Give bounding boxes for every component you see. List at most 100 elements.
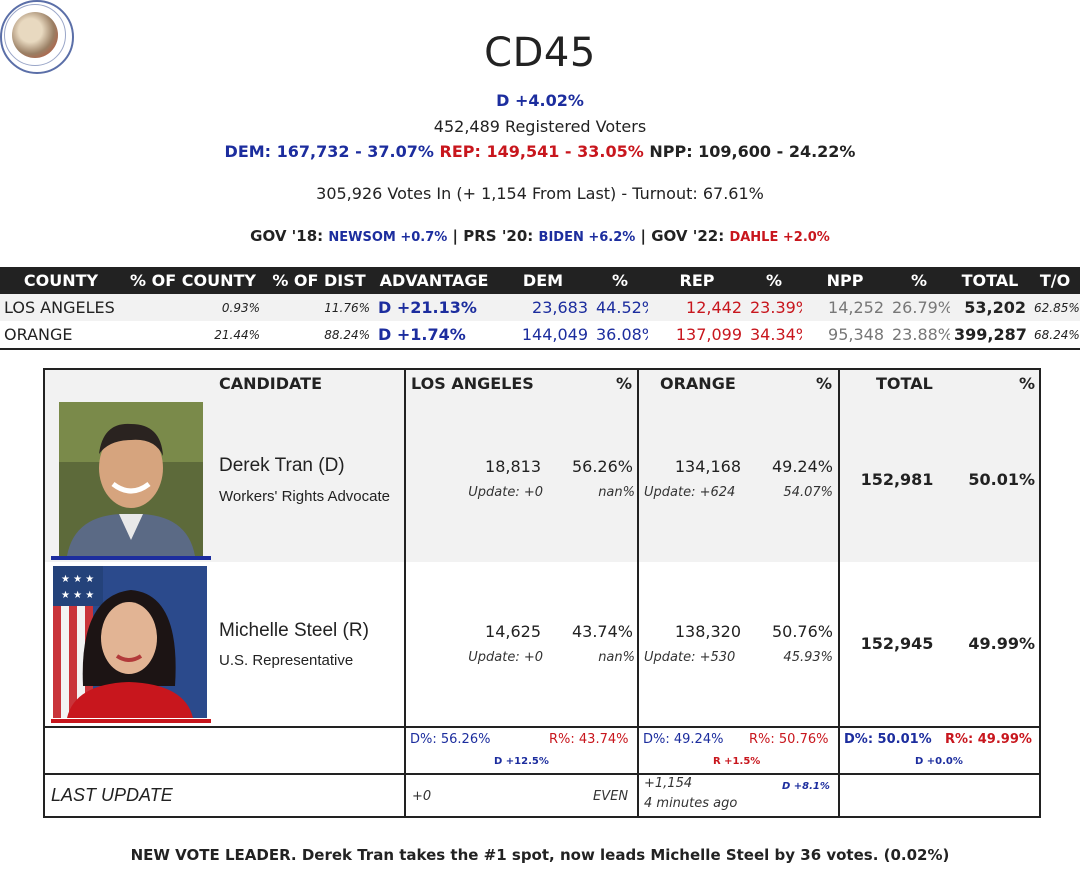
gov18-value: NEWSOM +0.7% [328,230,448,245]
column-header: % [746,267,802,294]
party-seal-logo [0,0,74,74]
total-pct: 50.01% [968,470,1035,489]
table-row: ORANGE 21.44% 88.24% D +1.74% 144,049 36… [0,321,1080,350]
grid-line [45,773,1039,775]
total-votes: 152,945 [860,634,934,653]
la-update: Update: +0 [468,485,543,500]
column-header: ADVANTAGE [374,267,494,294]
prs20-label: | PRS '20: [452,227,534,245]
orange-votes: 134,168 [674,457,741,476]
turnout: 62.85% [1030,294,1080,321]
total-pct: 49.99% [968,634,1035,653]
orange-pct: 50.76% [771,622,833,641]
table-row: LOS ANGELES 0.93% 11.76% D +21.13% 23,68… [0,294,1080,321]
rep-registration: REP: 149,541 - 33.05% [439,142,644,161]
la-votes: 14,625 [485,622,541,641]
column-header: TOTAL [950,267,1030,294]
district-advantage: D +4.02% [496,91,584,110]
dem-pct: 44.52% [592,294,648,321]
orange-votes: 138,320 [674,622,741,641]
dem-votes: 144,049 [494,321,592,350]
party-registration: DEM: 167,732 - 37.07% REP: 149,541 - 33.… [0,142,1080,161]
county-name: LOS ANGELES [0,294,122,321]
header-la: LOS ANGELES [411,374,534,393]
registered-voters: 452,489 Registered Voters [433,117,647,136]
orange-update-pct: 45.93% [783,650,833,665]
pct-of-county: 0.93% [122,294,264,321]
npp-votes: 95,348 [802,321,888,350]
past-results: GOV '18: NEWSOM +0.7% | PRS '20: BIDEN +… [0,227,1080,245]
la-margin: D +12.5% [494,756,549,767]
la-votes: 18,813 [485,457,541,476]
orange-update-pct: 54.07% [783,485,833,500]
rep-pct: 34.34% [746,321,802,350]
orange-rep-pct: R%: 50.76% [749,732,829,747]
row-shade [45,370,1039,562]
last-update-la-status: EVEN [593,789,629,804]
la-dem-pct: D%: 56.26% [410,732,491,747]
county-advantage: D +21.13% [374,294,494,321]
orange-margin: R +1.5% [713,756,761,767]
orange-pct: 49.24% [771,457,833,476]
column-header: % OF DIST [264,267,374,294]
grid-line [45,726,1039,728]
la-update-pct: nan% [598,650,635,665]
la-update: Update: +0 [468,650,543,665]
column-header: DEM [494,267,592,294]
npp-registration: NPP: 109,600 - 24.22% [649,142,856,161]
grid-line [838,370,840,816]
county-table: COUNTY % OF COUNTY % OF DIST ADVANTAGE D… [0,267,1080,350]
header-total: TOTAL [876,374,933,393]
county-advantage: D +1.74% [374,321,494,350]
header-total-pct: % [1019,374,1036,393]
gov22-label: | GOV '22: [640,227,725,245]
dem-pct: 36.08% [592,321,648,350]
county-name: ORANGE [0,321,122,350]
last-update-time: 4 minutes ago [644,796,738,811]
orange-dem-pct: D%: 49.24% [643,732,724,747]
last-update-label: LAST UPDATE [51,785,173,805]
last-update-la: +0 [412,789,432,804]
npp-pct: 23.88% [888,321,950,350]
column-header: % OF COUNTY [122,267,264,294]
candidate-title: Workers' Rights Advocate [219,488,390,505]
pct-of-county: 21.44% [122,321,264,350]
candidate-name: Michelle Steel (R) [219,620,369,641]
pct-of-dist: 88.24% [264,321,374,350]
dem-underline [51,556,211,560]
last-update-orange-count: +1,154 [644,776,693,791]
candidate-photo-tran [59,402,203,556]
la-pct: 43.74% [571,622,633,641]
orange-update: Update: +530 [644,650,736,665]
page-title: CD45 [484,30,596,76]
rep-pct: 23.39% [746,294,802,321]
pct-of-dist: 11.76% [264,294,374,321]
column-header: REP [648,267,746,294]
column-header: COUNTY [0,267,122,294]
total-votes: 399,287 [950,321,1030,350]
npp-votes: 14,252 [802,294,888,321]
orange-update: Update: +624 [644,485,736,500]
la-pct: 56.26% [571,457,633,476]
la-rep-pct: R%: 43.74% [549,732,629,747]
rep-underline [51,719,211,723]
column-header: % [888,267,950,294]
la-update-pct: nan% [598,485,635,500]
dem-registration: DEM: 167,732 - 37.07% [224,142,434,161]
last-update-margin: D +8.1% [782,781,830,792]
rep-votes: 12,442 [648,294,746,321]
total-rep-pct: R%: 49.99% [945,732,1032,747]
column-header: % [592,267,648,294]
header-candidate: CANDIDATE [219,374,323,393]
grid-line [404,370,406,816]
gov18-label: GOV '18: [250,227,324,245]
votes-in: 305,926 Votes In (+ 1,154 From Last) - T… [316,184,764,203]
candidate-name: Derek Tran (D) [219,455,345,476]
candidate-table: CANDIDATE LOS ANGELES % ORANGE % TOTAL %… [43,368,1041,818]
header-orange: ORANGE [660,374,736,393]
dem-votes: 23,683 [494,294,592,321]
total-votes: 53,202 [950,294,1030,321]
header-la-pct: % [616,374,633,393]
vote-leader-note: NEW VOTE LEADER. Derek Tran takes the #1… [130,846,950,864]
total-margin: D +0.0% [915,756,963,767]
